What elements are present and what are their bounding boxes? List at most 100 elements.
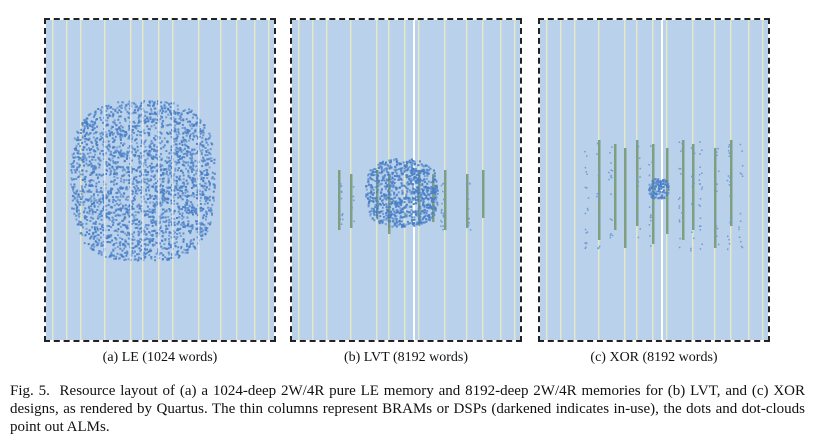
alm-cloud [657, 197, 660, 200]
alm-cloud [431, 207, 434, 210]
alm-cloud [191, 242, 194, 245]
alm-cloud [182, 136, 185, 139]
alm-cloud [112, 151, 115, 154]
alm-cloud [136, 218, 139, 221]
alm-cloud [177, 150, 180, 153]
alm-cloud [139, 115, 142, 118]
alm-cloud [183, 248, 186, 251]
alm-cloud [385, 212, 387, 215]
alm-cloud [406, 183, 409, 186]
alm-cloud [133, 198, 136, 201]
alm-dot [728, 146, 730, 148]
alm-cloud [170, 199, 173, 202]
alm-cloud [151, 233, 154, 236]
alm-cloud [433, 208, 436, 211]
alm-cloud [163, 197, 166, 200]
alm-cloud [191, 123, 193, 125]
alm-cloud [105, 168, 108, 171]
alm-cloud [196, 197, 199, 200]
alm-cloud [147, 224, 150, 227]
alm-cloud [380, 182, 383, 185]
alm-cloud [658, 188, 660, 191]
alm-cloud [101, 149, 104, 152]
alm-cloud [382, 160, 384, 163]
alm-cloud [175, 143, 178, 146]
alm-cloud [184, 128, 187, 131]
alm-cloud [165, 186, 168, 189]
alm-cloud [119, 241, 122, 244]
alm-cloud [176, 152, 179, 155]
alm-cloud [153, 124, 156, 127]
alm-dot [584, 247, 586, 250]
alm-cloud [404, 205, 407, 208]
alm-dot [440, 219, 442, 222]
alm-cloud [83, 176, 86, 179]
subcaption-b: (b) LVT (8192 words) [343, 350, 469, 365]
alm-dot [611, 234, 614, 237]
alm-cloud [177, 123, 180, 125]
alm-cloud [135, 105, 138, 108]
alm-dot [353, 199, 355, 202]
alm-dot [598, 215, 601, 217]
alm-cloud [179, 114, 182, 117]
alm-cloud [139, 250, 142, 253]
alm-cloud [181, 198, 184, 201]
alm-cloud [106, 216, 109, 218]
alm-cloud [148, 231, 151, 234]
alm-cloud [168, 242, 171, 245]
alm-cloud [173, 140, 176, 143]
alm-cloud [75, 214, 78, 217]
alm-cloud [89, 247, 92, 250]
alm-cloud [145, 149, 148, 152]
alm-cloud [180, 190, 183, 192]
alm-cloud [366, 197, 369, 200]
alm-cloud [73, 191, 75, 194]
alm-cloud [195, 208, 198, 211]
alm-cloud [391, 198, 394, 200]
alm-cloud [133, 246, 136, 248]
alm-cloud [379, 220, 382, 223]
alm-cloud [208, 166, 211, 169]
alm-cloud [166, 197, 169, 200]
alm-cloud [111, 254, 114, 257]
alm-cloud [374, 211, 376, 213]
alm-cloud [139, 120, 142, 123]
alm-cloud [116, 196, 119, 199]
alm-cloud [434, 187, 436, 190]
alm-cloud [386, 178, 388, 181]
alm-cloud [166, 131, 169, 134]
alm-cloud [173, 221, 176, 224]
alm-cloud [137, 189, 140, 192]
alm-cloud [179, 196, 182, 199]
alm-cloud [99, 159, 102, 162]
alm-dot [587, 209, 589, 211]
alm-cloud [661, 183, 664, 185]
bram-column-used [482, 170, 485, 218]
alm-cloud [160, 101, 163, 104]
alm-cloud [156, 158, 159, 160]
alm-cloud [201, 192, 204, 195]
alm-dot [699, 198, 702, 200]
alm-cloud [155, 222, 158, 224]
alm-cloud [111, 166, 114, 168]
alm-cloud [139, 161, 142, 164]
alm-cloud [381, 221, 384, 224]
alm-cloud [139, 227, 142, 230]
alm-cloud [653, 187, 656, 189]
alm-cloud [419, 207, 422, 210]
alm-cloud [180, 223, 183, 226]
alm-cloud [84, 207, 87, 210]
alm-cloud [149, 118, 152, 121]
alm-cloud [117, 118, 120, 121]
alm-cloud [88, 184, 91, 187]
alm-cloud [85, 215, 88, 218]
alm-cloud [173, 126, 176, 129]
alm-cloud [100, 174, 103, 177]
alm-cloud [97, 191, 100, 194]
alm-cloud [658, 187, 660, 190]
alm-cloud [425, 214, 428, 217]
alm-cloud [401, 193, 404, 195]
alm-cloud [156, 163, 159, 166]
alm-cloud [192, 176, 195, 179]
alm-cloud [375, 196, 378, 199]
